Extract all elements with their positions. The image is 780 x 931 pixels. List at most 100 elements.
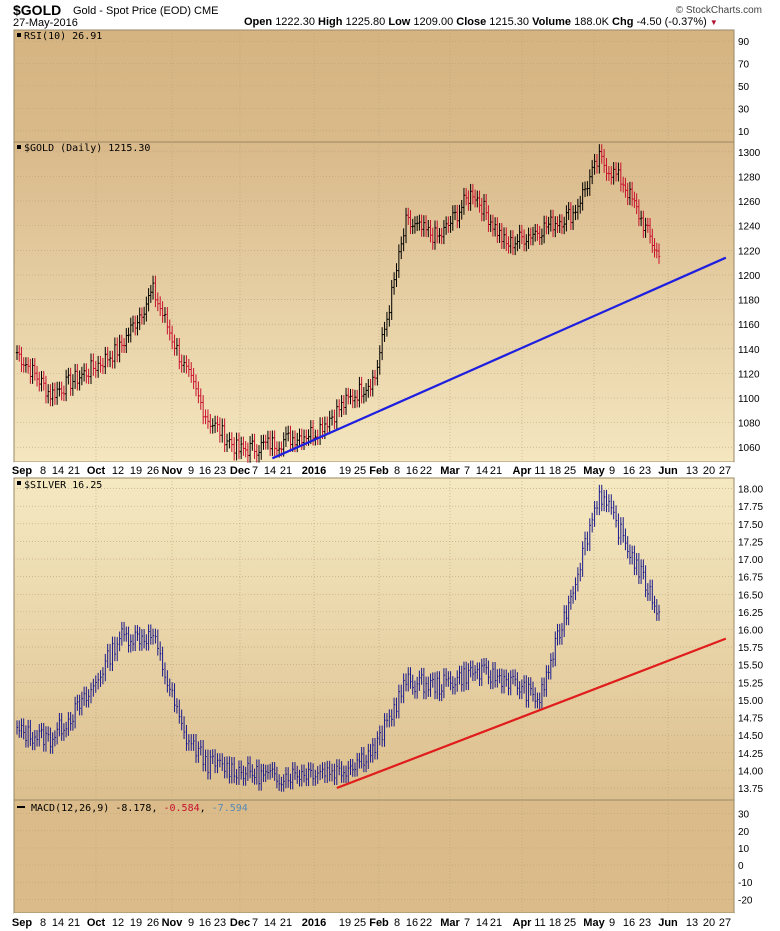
top-xtick-22: 22 [420,465,432,477]
bottom-xtick-16: 2016 [302,917,326,929]
top-xtick-37: 20 [703,465,715,477]
top-xtick-17: 19 [339,465,351,477]
ytick-1-2: 1100 [738,394,760,405]
ytick-2-1: 14.00 [738,766,763,777]
top-xtick-24: 7 [464,465,470,477]
gold-panel [13,141,735,463]
bottom-xtick-37: 20 [703,917,715,929]
open-label: Open [244,16,273,28]
ytick-2-7: 15.50 [738,661,763,672]
silver-panel [13,477,735,801]
bottom-xtick-2: 14 [52,917,64,929]
bottom-xtick-12: Dec [230,917,250,929]
top-xtick-36: 13 [686,465,698,477]
bottom-xtick-32: 9 [609,917,615,929]
ytick-3-4: 20 [738,827,750,838]
ytick-2-3: 14.50 [738,731,763,742]
macd-legend-hist: -7.594 [212,803,248,814]
top-xtick-3: 21 [68,465,80,477]
low-label: Low [388,16,411,28]
ytick-3-2: 0 [738,861,744,872]
top-xtick-30: 25 [564,465,576,477]
ytick-2-4: 14.75 [738,714,763,725]
bottom-xtick-8: Nov [162,917,184,929]
chart-marks [15,144,727,792]
top-xtick-6: 19 [130,465,142,477]
ytick-1-1: 1080 [738,419,761,430]
ytick-0-3: 70 [738,60,750,71]
top-xtick-18: 25 [354,465,366,477]
ytick-1-11: 1280 [738,172,761,183]
top-xtick-29: 18 [549,465,561,477]
bottom-xtick-6: 19 [130,917,142,929]
bottom-xtick-1: 8 [40,917,46,929]
top-xtick-4: Oct [87,465,106,477]
ytick-3-3: 10 [738,844,750,855]
top-xtick-23: Mar [440,465,460,477]
bottom-xtick-13: 7 [252,917,258,929]
ytick-3-0: -20 [738,895,753,906]
chart-header: $GOLD Gold - Spot Price (EOD) CME 27-May… [0,0,780,30]
bottom-xtick-29: 18 [549,917,561,929]
volume-label: Volume [532,16,572,28]
top-xtick-0: Sep [12,465,32,477]
ytick-2-2: 14.25 [738,749,763,760]
ytick-1-6: 1180 [738,296,760,307]
ytick-1-4: 1140 [738,345,760,356]
close-label: Close [456,16,487,28]
macd-legend-name: MACD(12,26,9) [31,803,109,814]
chg-value: -4.50 (-0.37%) [636,16,707,28]
top-xtick-9: 9 [188,465,194,477]
low-value: 1209.00 [413,16,454,28]
bottom-xtick-21: 16 [406,917,418,929]
chart-symbol: $GOLD [13,2,62,18]
top-xtick-21: 16 [406,465,418,477]
bottom-xtick-38: 27 [719,917,731,929]
bottom-xtick-33: 16 [623,917,635,929]
bottom-xtick-35: Jun [658,917,678,929]
ytick-2-15: 17.50 [738,520,763,531]
bottom-xtick-5: 12 [112,917,124,929]
xaxis-top-strip [14,462,734,478]
bottom-xtick-18: 25 [354,917,366,929]
top-xtick-38: 27 [719,465,731,477]
quote-line: Open 1222.30 High 1225.80 Low 1209.00 Cl… [244,16,718,28]
high-label: High [318,16,343,28]
ytick-2-6: 15.25 [738,678,763,689]
top-xtick-31: May [583,465,605,477]
ytick-2-9: 16.00 [738,625,763,636]
ytick-2-0: 13.75 [738,784,763,795]
down-arrow-icon: ▼ [709,18,718,27]
gold-legend: $GOLD (Daily) 1215.30 [17,143,150,154]
xaxis-bottom-strip [14,913,734,931]
silver-legend: $SILVER 16.25 [17,480,102,491]
top-xtick-2: 14 [52,465,64,477]
stockcharts-credit[interactable]: © StockCharts.com [675,5,762,16]
bottom-xtick-0: Sep [12,917,32,929]
bottom-xtick-9: 9 [188,917,194,929]
top-xtick-10: 16 [199,465,211,477]
bottom-xtick-19: Feb [369,917,389,929]
ytick-3-5: 30 [738,810,750,821]
top-xtick-12: Dec [230,465,250,477]
bottom-xtick-34: 23 [639,917,651,929]
top-xtick-20: 8 [394,465,400,477]
top-xtick-33: 16 [623,465,635,477]
gold-legend-text: $GOLD (Daily) 1215.30 [24,143,150,154]
top-xtick-26: 21 [490,465,502,477]
top-xtick-7: 26 [147,465,159,477]
ytick-2-5: 15.00 [738,696,763,707]
top-xtick-11: 23 [214,465,226,477]
bottom-xtick-3: 21 [68,917,80,929]
ytick-2-14: 17.25 [738,537,763,548]
top-xtick-28: 11 [534,465,545,477]
top-xtick-13: 7 [252,465,258,477]
bottom-xtick-27: Apr [513,917,533,929]
bottom-xtick-36: 13 [686,917,698,929]
ytick-2-11: 16.50 [738,590,763,601]
ytick-1-8: 1220 [738,246,761,257]
grid-lines [14,30,734,913]
axis-labels: Sep 8 14 21 Oct 12 19 26 Nov 9 16 23 Dec 7 14 21 2016 19 2… [12,37,764,929]
ytick-2-17: 18.00 [738,485,763,496]
